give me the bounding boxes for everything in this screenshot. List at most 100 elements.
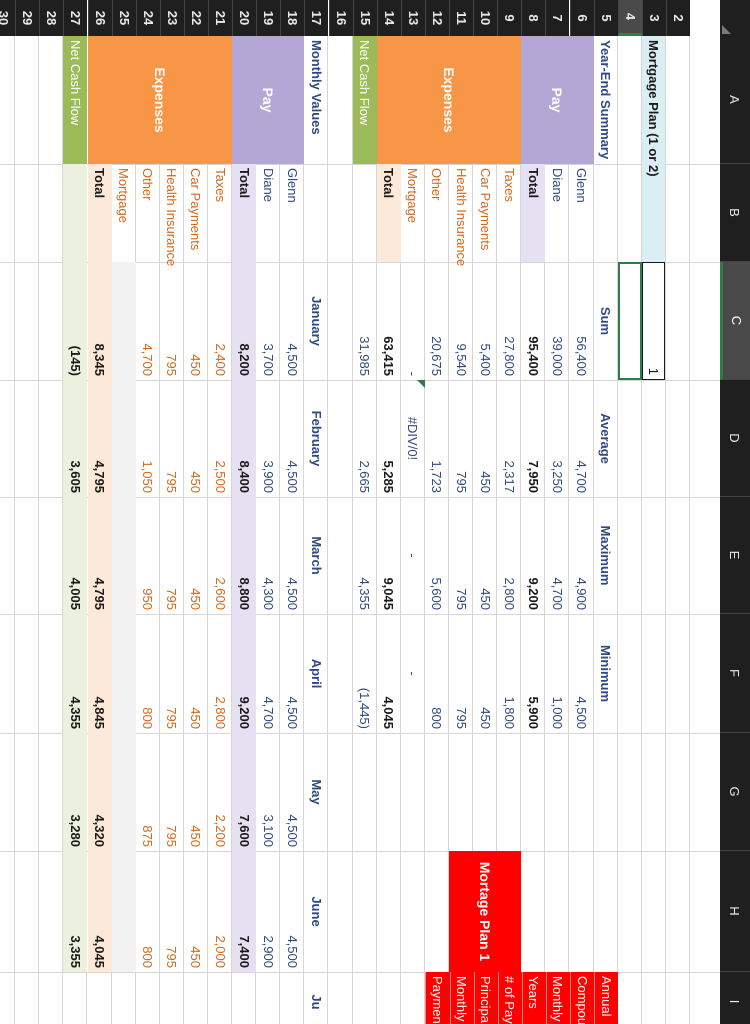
summary-minimum-total[interactable]: 5,900 bbox=[525, 696, 541, 729]
summary-sum-taxes[interactable]: 27,800 bbox=[501, 336, 517, 376]
monthly-value-car-1[interactable]: 450 bbox=[188, 471, 204, 493]
monthly-value-exptotal-5[interactable]: 4,045 bbox=[92, 935, 108, 968]
summary-maximum-exptotal[interactable]: 9,045 bbox=[381, 577, 397, 610]
column-header-g[interactable]: G bbox=[720, 733, 750, 851]
cell-grid[interactable]: Pay Expenses Pay Expenses Mortgage Plan (1 o… bbox=[0, 36, 720, 1024]
monthly-value-exptotal-4[interactable]: 4,320 bbox=[92, 814, 108, 847]
row-header-25[interactable]: 25 bbox=[111, 0, 136, 36]
summary-average-ncf[interactable]: 2,665 bbox=[357, 460, 373, 493]
monthly-value-taxes-3[interactable]: 2,800 bbox=[212, 696, 228, 729]
summary-maximum-taxes[interactable]: 2,800 bbox=[501, 577, 517, 610]
monthly-value-taxes-5[interactable]: 2,000 bbox=[212, 935, 228, 968]
row-header-2[interactable]: 2 bbox=[665, 0, 690, 36]
row-header-14[interactable]: 14 bbox=[376, 0, 401, 36]
row-header-13[interactable]: 13 bbox=[400, 0, 425, 36]
row-header-22[interactable]: 22 bbox=[183, 0, 208, 36]
summary-maximum-diane[interactable]: 4,700 bbox=[549, 577, 565, 610]
summary-maximum-car[interactable]: 450 bbox=[477, 588, 493, 610]
summary-average-total[interactable]: 7,950 bbox=[525, 460, 541, 493]
monthly-value-exptotal-2[interactable]: 4,795 bbox=[92, 577, 108, 610]
summary-minimum-taxes[interactable]: 1,800 bbox=[501, 696, 517, 729]
summary-maximum-mortgage[interactable]: - bbox=[405, 553, 421, 558]
row-header-28[interactable]: 28 bbox=[39, 0, 64, 36]
summary-average-diane[interactable]: 3,250 bbox=[549, 460, 565, 493]
mortgage-plan-input[interactable]: 1 bbox=[642, 262, 666, 380]
active-cell-selection[interactable] bbox=[617, 262, 642, 380]
row-header-3[interactable]: 3 bbox=[641, 0, 666, 36]
summary-sum-ncf[interactable]: 31,985 bbox=[357, 336, 373, 376]
row-header-24[interactable]: 24 bbox=[135, 0, 160, 36]
monthly-value-mortgage-5[interactable] bbox=[112, 851, 135, 972]
monthly-value-car-5[interactable]: 450 bbox=[188, 946, 204, 968]
monthly-value-diane-0[interactable]: 3,700 bbox=[260, 343, 276, 376]
monthly-value-diane-1[interactable]: 3,900 bbox=[260, 460, 276, 493]
monthly-value-other-1[interactable]: 1,050 bbox=[140, 460, 156, 493]
column-header-e[interactable]: E bbox=[720, 497, 750, 614]
summary-maximum-glenn[interactable]: 4,900 bbox=[574, 577, 590, 610]
monthly-value-ncf-1[interactable]: 3,605 bbox=[67, 460, 83, 493]
summary-average-mortgage[interactable]: #DIV/0! bbox=[405, 416, 421, 461]
summary-sum-health[interactable]: 9,540 bbox=[453, 343, 469, 376]
summary-sum-diane[interactable]: 39,000 bbox=[549, 336, 565, 376]
row-header-27[interactable]: 27 bbox=[63, 0, 88, 36]
row-header-29[interactable]: 29 bbox=[15, 0, 40, 36]
monthly-value-glenn-0[interactable]: 4,500 bbox=[284, 343, 300, 376]
monthly-value-health-2[interactable]: 795 bbox=[164, 588, 180, 610]
monthly-value-mortgage-1[interactable] bbox=[112, 380, 135, 497]
summary-minimum-diane[interactable]: 1,000 bbox=[549, 696, 565, 729]
monthly-value-health-5[interactable]: 795 bbox=[164, 946, 180, 968]
summary-maximum-total[interactable]: 9,200 bbox=[525, 577, 541, 610]
monthly-value-mortgage-2[interactable] bbox=[112, 497, 135, 614]
row-header-21[interactable]: 21 bbox=[208, 0, 233, 36]
summary-average-exptotal[interactable]: 5,285 bbox=[381, 460, 397, 493]
row-header-19[interactable]: 19 bbox=[256, 0, 281, 36]
row-header-9[interactable]: 9 bbox=[497, 0, 522, 36]
select-all-corner[interactable] bbox=[720, 0, 750, 36]
summary-maximum-ncf[interactable]: 4,355 bbox=[357, 577, 373, 610]
monthly-value-exptotal-3[interactable]: 4,845 bbox=[92, 696, 108, 729]
monthly-value-ncf-0[interactable]: (145) bbox=[67, 345, 83, 376]
column-header-d[interactable]: D bbox=[720, 380, 750, 497]
monthly-value-diane-3[interactable]: 4,700 bbox=[260, 696, 276, 729]
row-header-23[interactable]: 23 bbox=[159, 0, 184, 36]
summary-maximum-other[interactable]: 5,600 bbox=[429, 577, 445, 610]
summary-minimum-ncf[interactable]: (1,445) bbox=[357, 687, 373, 729]
monthly-value-total-1[interactable]: 8,400 bbox=[236, 460, 252, 493]
monthly-value-car-3[interactable]: 450 bbox=[188, 707, 204, 729]
row-header-4[interactable]: 4 bbox=[617, 0, 642, 36]
monthly-value-other-5[interactable]: 800 bbox=[140, 946, 156, 968]
summary-minimum-health[interactable]: 795 bbox=[453, 707, 469, 729]
monthly-value-health-0[interactable]: 795 bbox=[164, 354, 180, 376]
monthly-value-car-0[interactable]: 450 bbox=[188, 354, 204, 376]
monthly-value-ncf-5[interactable]: 3,355 bbox=[67, 935, 83, 968]
summary-minimum-other[interactable]: 800 bbox=[429, 707, 445, 729]
monthly-value-glenn-2[interactable]: 4,500 bbox=[284, 577, 300, 610]
monthly-value-car-4[interactable]: 450 bbox=[188, 825, 204, 847]
monthly-value-health-1[interactable]: 795 bbox=[164, 471, 180, 493]
summary-sum-car[interactable]: 5,400 bbox=[477, 343, 493, 376]
monthly-value-mortgage-3[interactable] bbox=[112, 614, 135, 733]
monthly-value-total-2[interactable]: 8,800 bbox=[236, 577, 252, 610]
column-header-a[interactable]: A bbox=[720, 36, 750, 164]
monthly-value-health-4[interactable]: 795 bbox=[164, 825, 180, 847]
monthly-value-taxes-1[interactable]: 2,500 bbox=[212, 460, 228, 493]
monthly-value-glenn-5[interactable]: 4,500 bbox=[284, 935, 300, 968]
monthly-value-total-3[interactable]: 9,200 bbox=[236, 696, 252, 729]
row-header-8[interactable]: 8 bbox=[521, 0, 546, 36]
row-header-10[interactable]: 10 bbox=[473, 0, 498, 36]
monthly-value-mortgage-0[interactable] bbox=[112, 262, 135, 380]
monthly-value-other-2[interactable]: 950 bbox=[140, 588, 156, 610]
monthly-value-ncf-2[interactable]: 4,005 bbox=[67, 577, 83, 610]
error-indicator-icon[interactable] bbox=[416, 380, 425, 388]
row-header-12[interactable]: 12 bbox=[424, 0, 449, 36]
row-header-18[interactable]: 18 bbox=[280, 0, 305, 36]
monthly-value-other-0[interactable]: 4,700 bbox=[140, 343, 156, 376]
monthly-value-taxes-0[interactable]: 2,400 bbox=[212, 343, 228, 376]
row-header-15[interactable]: 15 bbox=[352, 0, 377, 36]
monthly-value-exptotal-1[interactable]: 4,795 bbox=[92, 460, 108, 493]
monthly-value-glenn-3[interactable]: 4,500 bbox=[284, 696, 300, 729]
monthly-value-car-2[interactable]: 450 bbox=[188, 588, 204, 610]
summary-average-glenn[interactable]: 4,700 bbox=[574, 460, 590, 493]
monthly-value-glenn-1[interactable]: 4,500 bbox=[284, 460, 300, 493]
